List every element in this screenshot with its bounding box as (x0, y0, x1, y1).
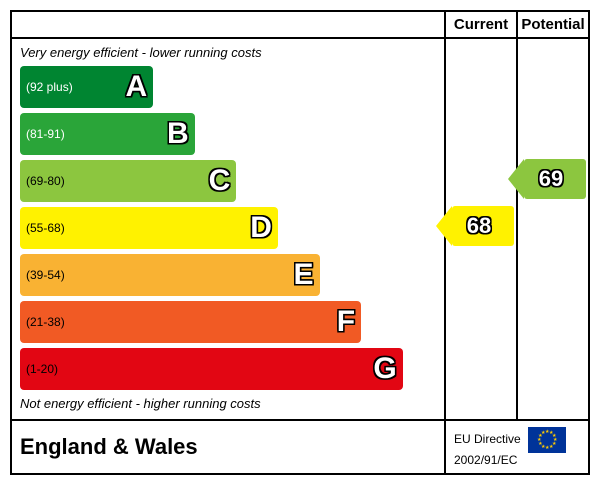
caption-top: Very energy efficient - lower running co… (20, 45, 436, 60)
bars-container: (92 plus) A (81-91) B (69-80) C (55-68) D (39-54… (20, 66, 436, 390)
current-pointer-value: 68 (467, 213, 491, 239)
rating-bar-g: (1-20) G (20, 348, 403, 390)
bar-range-label: (55-68) (26, 221, 65, 235)
rating-bar-b: (81-91) B (20, 113, 195, 155)
bar-letter: C (209, 164, 231, 198)
potential-rating-cell: 69 (517, 38, 589, 420)
epc-chart: Current Potential Very energy efficient … (0, 0, 600, 500)
bar-letter: D (250, 211, 272, 245)
rating-bar-e: (39-54) E (20, 254, 320, 296)
bar-range-label: (21-38) (26, 315, 65, 329)
current-rating-cell: 68 (445, 38, 517, 420)
bar-range-label: (1-20) (26, 362, 58, 376)
bar-letter: B (167, 117, 189, 151)
body-row: Very energy efficient - lower running co… (11, 38, 589, 420)
rating-bar-f: (21-38) F (20, 301, 361, 343)
eu-flag-icon: ★★★★★★★★★★★★ (528, 427, 566, 453)
bar-range-label: (39-54) (26, 268, 65, 282)
footer-row: England & Wales EU Directive ★★★★★★★★★★★… (11, 420, 589, 474)
rating-bar-c: (69-80) C (20, 160, 236, 202)
bar-letter: E (294, 258, 314, 292)
directive-line2: 2002/91/EC (454, 453, 517, 467)
epc-table: Current Potential Very energy efficient … (10, 10, 590, 475)
header-row: Current Potential (11, 11, 589, 38)
bar-range-label: (69-80) (26, 174, 65, 188)
header-potential: Potential (517, 11, 589, 38)
bar-letter: G (373, 352, 396, 386)
rating-bar-d: (55-68) D (20, 207, 278, 249)
potential-pointer: 69 (508, 159, 586, 199)
bar-range-label: (81-91) (26, 127, 65, 141)
potential-pointer-value: 69 (539, 166, 563, 192)
bar-letter: F (337, 305, 355, 339)
header-main-blank (11, 11, 445, 38)
current-pointer: 68 (436, 206, 514, 246)
directive-line1: EU Directive (454, 432, 521, 446)
bar-letter: A (125, 70, 147, 104)
directive-cell: EU Directive ★★★★★★★★★★★★ 2002/91/EC (445, 420, 589, 474)
bars-cell: Very energy efficient - lower running co… (11, 38, 445, 420)
rating-bar-a: (92 plus) A (20, 66, 153, 108)
region-cell: England & Wales (11, 420, 445, 474)
caption-bottom: Not energy efficient - higher running co… (20, 396, 436, 411)
region-label: England & Wales (20, 434, 198, 459)
header-current: Current (445, 11, 517, 38)
bar-range-label: (92 plus) (26, 80, 73, 94)
